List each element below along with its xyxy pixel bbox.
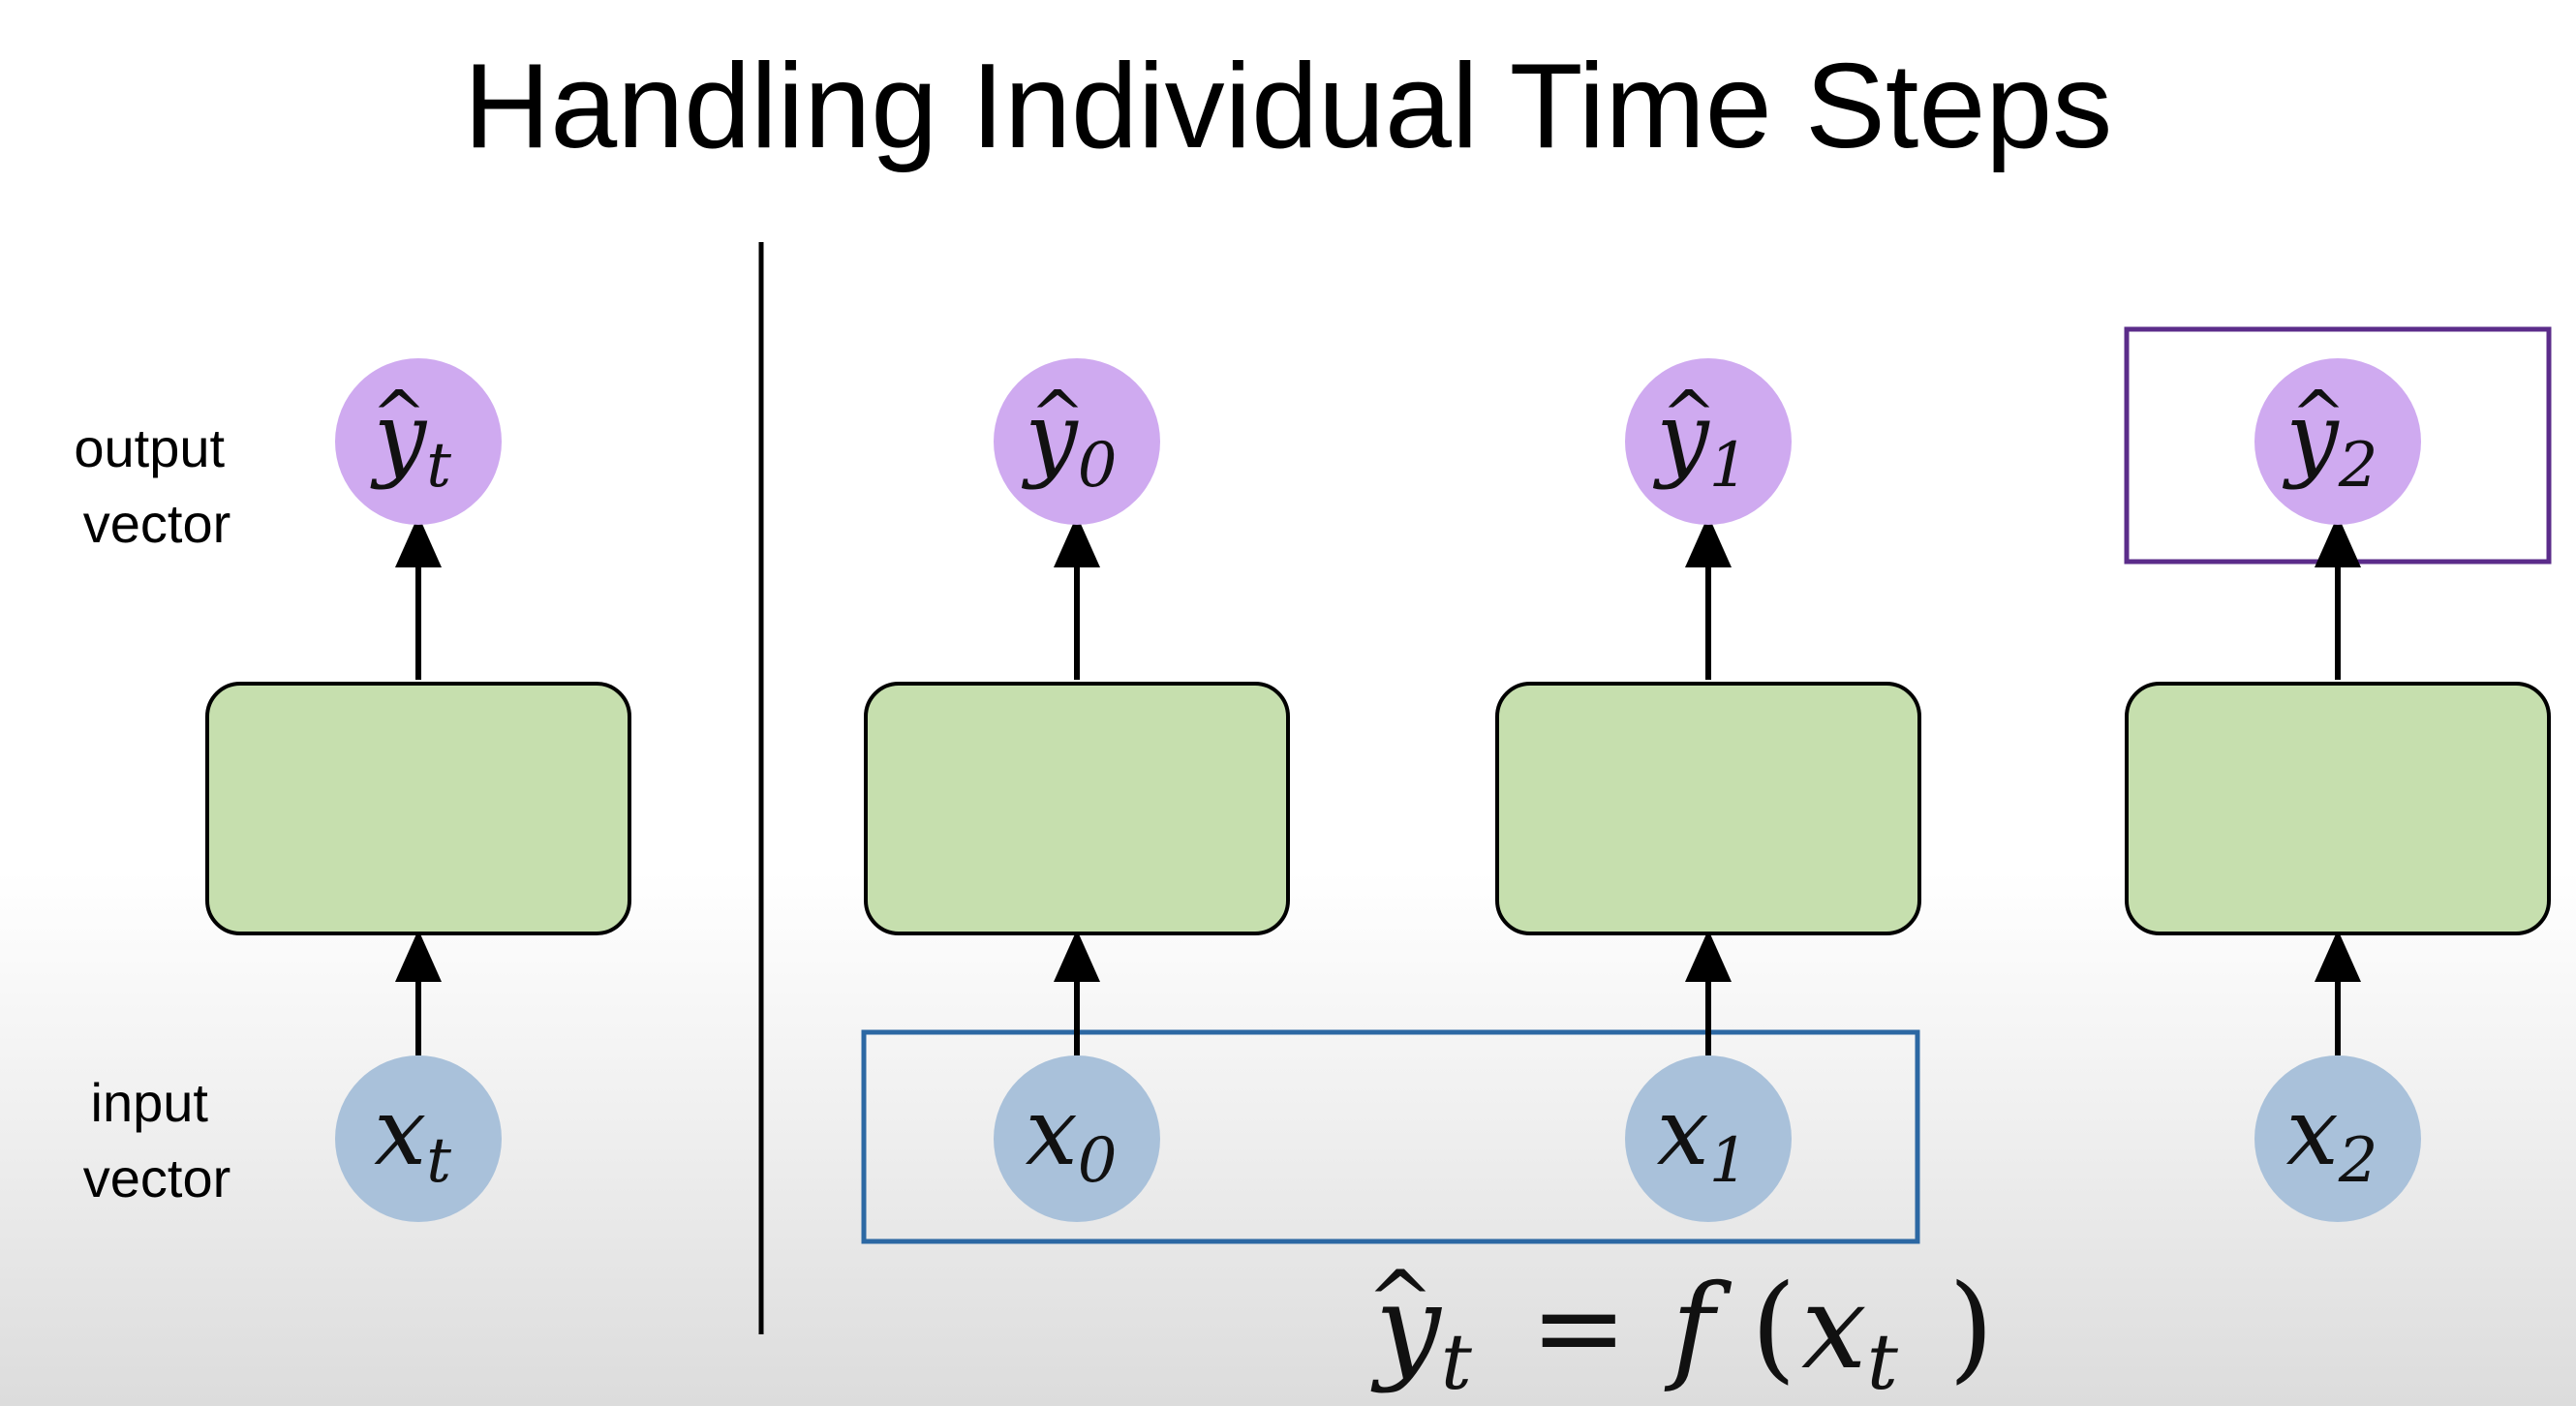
output-node — [994, 358, 1160, 525]
rnn-cell — [1495, 682, 1921, 935]
equation-equals: = — [1530, 1261, 1628, 1395]
equation-close-paren: ) — [1948, 1261, 1994, 1395]
equation: yt ^ = f ( xt ) — [1366, 1253, 1994, 1406]
input-node — [1625, 1055, 1792, 1222]
input-label-line-1: input — [91, 1072, 209, 1133]
time-step-0: y0 ^ x0 — [864, 358, 1290, 1222]
output-vector-label: output vector — [74, 417, 239, 554]
output-symbol: y0 — [1022, 382, 1118, 502]
output-node — [2254, 358, 2421, 525]
output-hat: ^ — [372, 378, 427, 454]
output-node — [1625, 358, 1792, 525]
input-node — [335, 1055, 502, 1222]
output-symbol: y2 — [2283, 382, 2378, 502]
input-node — [994, 1055, 1160, 1222]
time-step-2: y2 ^ x2 — [2125, 358, 2551, 1222]
rnn-cell — [864, 682, 1290, 935]
rnn-cell — [205, 682, 631, 935]
time-step-1: y1 ^ x1 — [1495, 358, 1921, 1222]
output-label-line-2: vector — [83, 493, 231, 554]
equation-lhs: yt — [1370, 1261, 1473, 1406]
equation-arg: xt — [1801, 1261, 1899, 1406]
output-symbol: yt — [370, 382, 451, 502]
input-symbol: x2 — [2286, 1078, 2378, 1197]
input-symbol: x0 — [1026, 1078, 1118, 1197]
output-node — [335, 358, 502, 525]
page-title: Handling Individual Time Steps — [464, 40, 2113, 173]
output-hat: ^ — [2291, 378, 2346, 454]
input-node — [2254, 1055, 2421, 1222]
input-vector-label: input vector — [83, 1072, 231, 1208]
equation-open-paren: ( — [1751, 1261, 1796, 1395]
rnn-cell — [2125, 682, 2551, 935]
output-hat: ^ — [1030, 378, 1086, 454]
single-step-unit: yt ^ xt — [205, 358, 631, 1222]
input-group-box — [861, 1029, 1920, 1244]
output-label-line-1: output — [74, 417, 225, 478]
output-hat: ^ — [1662, 378, 1717, 454]
input-label-line-2: vector — [83, 1147, 231, 1208]
equation-lhs-hat: ^ — [1366, 1253, 1434, 1348]
equation-func: f — [1664, 1261, 1733, 1395]
input-symbol: xt — [374, 1078, 451, 1197]
output-symbol: y1 — [1653, 382, 1749, 502]
input-symbol: x1 — [1657, 1078, 1749, 1197]
